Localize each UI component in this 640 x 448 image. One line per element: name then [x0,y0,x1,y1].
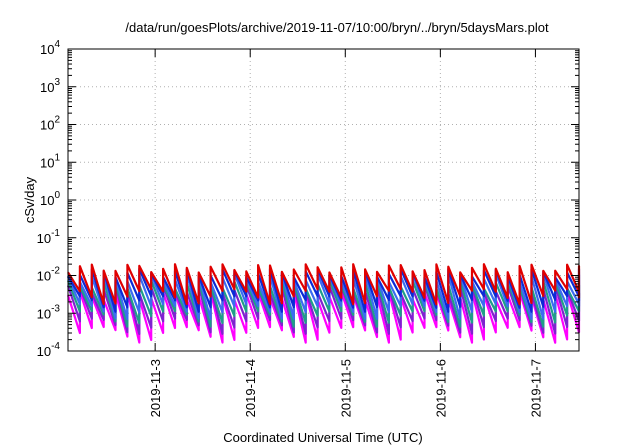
x-tick-label: 2019-11-7 [528,359,543,417]
y-tick-label: 100 [40,190,60,208]
x-axis: 2019-11-3 2019-11-4 2019-11-5 2019-11-6 2019… [148,49,543,417]
y-tick-label: 103 [40,77,60,95]
y-tick-label: 10-2 [37,266,61,284]
x-tick-label: 2019-11-5 [338,359,353,417]
y-axis-label: cSv/day [22,176,37,223]
x-tick-label: 2019-11-6 [433,359,448,417]
y-tick-label: 104 [40,39,60,57]
series-line [67,263,581,306]
x-axis-label: Coordinated Universal Time (UTC) [223,430,422,445]
x-tick-label: 2019-11-4 [243,359,258,417]
y-tick-label: 10-3 [37,303,61,321]
y-tick-label: 10-4 [37,341,61,359]
x-tick-label: 2019-11-3 [148,359,163,417]
series-group [66,263,581,344]
y-tick-label: 101 [40,152,60,170]
chart-title: /data/run/goesPlots/archive/2019-11-07/1… [125,20,549,35]
y-tick-label: 102 [40,115,60,133]
y-axis: 10-4 10-3 10-2 10-1 100 101 102 103 104 [37,39,579,359]
y-tick-label: 10-1 [37,228,61,246]
